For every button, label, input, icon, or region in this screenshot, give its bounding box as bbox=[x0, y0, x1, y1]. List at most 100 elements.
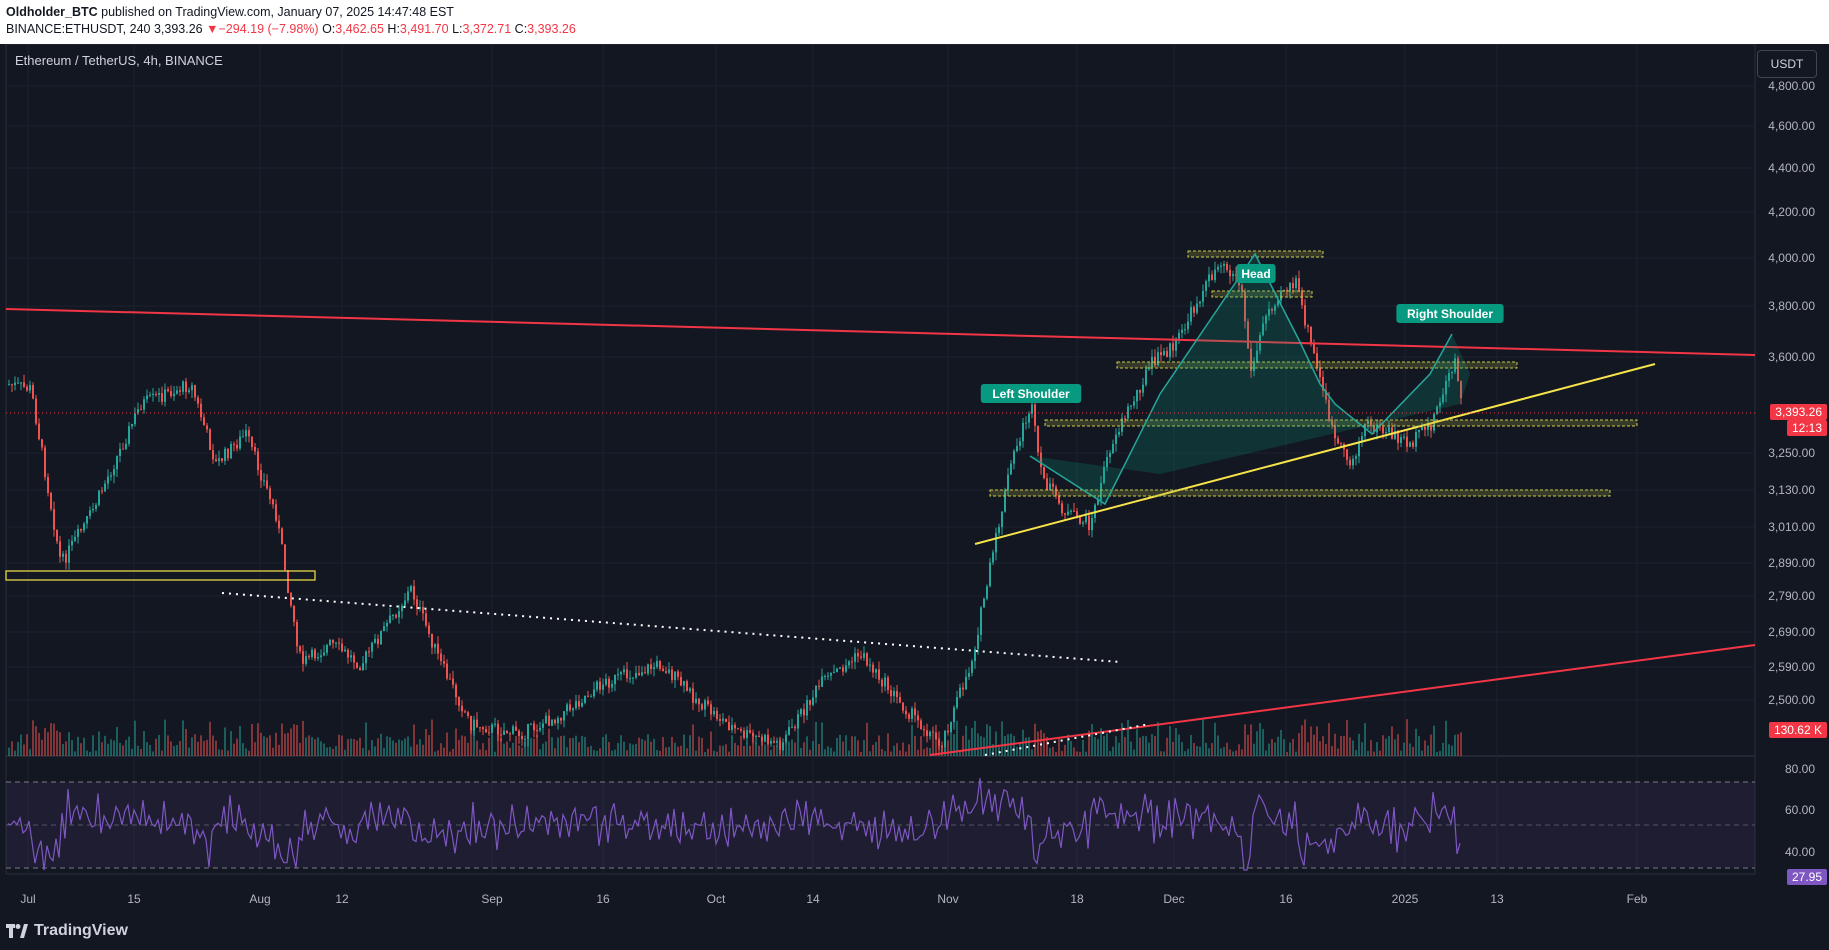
candle bbox=[614, 674, 616, 692]
volume-bar bbox=[224, 727, 226, 756]
candle bbox=[1211, 270, 1213, 281]
volume-bar bbox=[992, 744, 994, 756]
volume-bar bbox=[1028, 737, 1030, 756]
volume-bar bbox=[1265, 750, 1267, 756]
price-axis-label: 3,010.00 bbox=[1768, 520, 1815, 534]
volume-bar bbox=[110, 739, 112, 756]
price-chart[interactable]: Left Shoulder Head Right Shoulder bbox=[0, 44, 1829, 914]
volume-bar bbox=[662, 737, 664, 756]
volume-bar bbox=[713, 750, 715, 756]
price-axis-label: 4,600.00 bbox=[1768, 119, 1815, 133]
candle bbox=[1442, 388, 1444, 405]
candle bbox=[743, 727, 745, 740]
candle bbox=[842, 664, 844, 676]
candle bbox=[803, 703, 805, 724]
right-shoulder-label[interactable]: Right Shoulder bbox=[1396, 304, 1504, 323]
neckline[interactable] bbox=[974, 363, 1656, 545]
time-axis-label: Oct bbox=[706, 892, 726, 906]
volume-bar bbox=[20, 734, 22, 756]
candle bbox=[1160, 344, 1162, 363]
candle bbox=[1229, 264, 1231, 285]
candle bbox=[311, 647, 313, 660]
volume-bar bbox=[1238, 744, 1240, 756]
candle bbox=[908, 712, 910, 723]
volume-bar bbox=[902, 742, 904, 756]
volume-bar bbox=[752, 734, 754, 756]
rsi-axis-label: 80.00 bbox=[1784, 762, 1815, 776]
candle bbox=[554, 718, 556, 726]
volume-bar bbox=[308, 735, 310, 756]
chart-area[interactable]: Left Shoulder Head Right Shoulder Ethereum… bbox=[0, 44, 1829, 914]
volume-bar bbox=[1070, 741, 1072, 756]
volume-bar bbox=[875, 741, 877, 756]
candle bbox=[656, 655, 658, 670]
volume-bar bbox=[1139, 737, 1141, 756]
candle bbox=[971, 659, 973, 677]
volume-bar bbox=[788, 741, 790, 756]
volume-bar bbox=[725, 744, 727, 756]
candle bbox=[587, 691, 589, 698]
price-axis[interactable]: USDT 4,800.00 4,600.00 4,400.00 4,200.00 4,0… bbox=[1755, 44, 1829, 885]
price-level-zone[interactable] bbox=[989, 489, 1611, 497]
price-level-zone[interactable] bbox=[1116, 361, 1518, 369]
candle bbox=[476, 712, 478, 728]
candle bbox=[218, 450, 220, 467]
volume-bar bbox=[158, 734, 160, 756]
candle bbox=[488, 725, 490, 736]
candle bbox=[992, 549, 994, 566]
dotted-trendline[interactable] bbox=[221, 592, 1121, 663]
volume-bar bbox=[794, 742, 796, 756]
volume-bar bbox=[953, 734, 955, 756]
head-label[interactable]: Head bbox=[1236, 264, 1276, 283]
candle bbox=[152, 388, 154, 402]
candle bbox=[671, 666, 673, 684]
support-zone[interactable] bbox=[5, 570, 316, 581]
volume-bar bbox=[956, 720, 958, 756]
candle bbox=[1139, 389, 1141, 401]
volume-bar bbox=[380, 733, 382, 756]
candle bbox=[602, 678, 604, 696]
volume-bar bbox=[353, 738, 355, 756]
candle bbox=[440, 648, 442, 666]
candle bbox=[1193, 305, 1195, 318]
price-level-zone[interactable] bbox=[1044, 419, 1638, 427]
volume-bar bbox=[1220, 748, 1222, 756]
candle bbox=[1406, 430, 1408, 453]
candle bbox=[1346, 448, 1348, 466]
volume-bar bbox=[359, 737, 361, 756]
volume-bar bbox=[1253, 743, 1255, 756]
upper-trendline[interactable] bbox=[5, 308, 1756, 356]
candle bbox=[1409, 441, 1411, 448]
candle bbox=[1217, 264, 1219, 273]
candle bbox=[470, 715, 472, 734]
candle bbox=[776, 737, 778, 748]
ohlc-line: BINANCE:ETHUSDT, 240 3,393.26 ▼−294.19 (… bbox=[6, 22, 576, 36]
candle bbox=[923, 725, 925, 737]
candle bbox=[1163, 347, 1165, 356]
currency-button[interactable]: USDT bbox=[1757, 50, 1817, 78]
volume-bar bbox=[641, 739, 643, 756]
tradingview-logo[interactable]: TradingView bbox=[6, 922, 128, 940]
volume-bar bbox=[98, 731, 100, 756]
volume-bar bbox=[1202, 719, 1204, 756]
candle bbox=[1304, 299, 1306, 329]
volume-bar bbox=[1262, 729, 1264, 756]
price-axis-label: 2,790.00 bbox=[1768, 589, 1815, 603]
volume-bar bbox=[371, 739, 373, 756]
volume-bar bbox=[338, 734, 340, 756]
volume-bar bbox=[1112, 746, 1114, 756]
author-name[interactable]: Oldholder_BTC bbox=[6, 5, 98, 19]
left-shoulder-label[interactable]: Left Shoulder bbox=[980, 384, 1082, 403]
volume-bar bbox=[1349, 737, 1351, 756]
candle bbox=[422, 600, 424, 621]
price-level-zone[interactable] bbox=[1211, 290, 1313, 298]
lower-trendline[interactable] bbox=[929, 644, 1756, 756]
candle bbox=[875, 668, 877, 679]
volume-bar bbox=[1313, 734, 1315, 756]
close-label: C: bbox=[514, 22, 528, 36]
volume-bar bbox=[1304, 719, 1306, 756]
candle bbox=[1430, 423, 1432, 438]
volume-bar bbox=[560, 735, 562, 756]
candle bbox=[449, 673, 451, 680]
volume-bar bbox=[1082, 739, 1084, 756]
